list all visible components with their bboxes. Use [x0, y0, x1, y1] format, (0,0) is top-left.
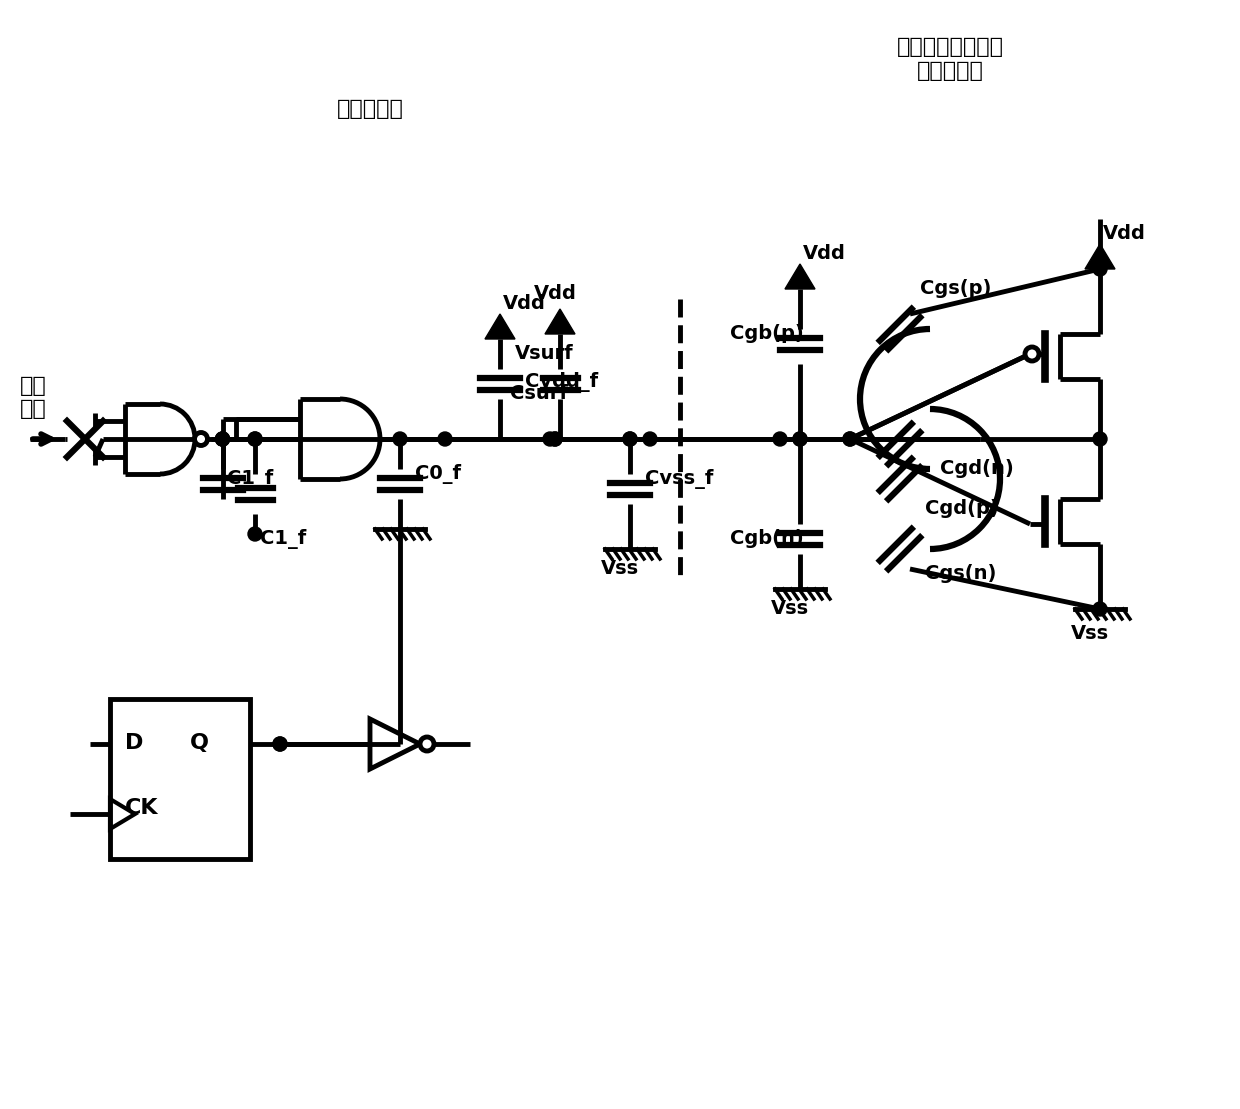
Text: Vdd: Vdd [533, 284, 577, 303]
Circle shape [622, 433, 637, 446]
Text: Cgb(p): Cgb(p) [730, 324, 804, 343]
Text: Vss: Vss [1071, 624, 1109, 643]
Circle shape [195, 433, 207, 446]
Text: D: D [125, 733, 144, 753]
Circle shape [794, 433, 807, 446]
Circle shape [216, 433, 229, 446]
Text: Vss: Vss [771, 599, 808, 618]
Text: Cgs(n): Cgs(n) [925, 564, 997, 583]
Bar [110, 699, 250, 859]
Text: Csurf: Csurf [510, 384, 568, 403]
Polygon shape [785, 264, 815, 289]
Polygon shape [485, 314, 515, 339]
Text: 全开
路点: 全开 路点 [20, 376, 47, 419]
Circle shape [248, 433, 262, 446]
Text: Cvss_f: Cvss_f [645, 469, 713, 489]
Text: Cvdd_f: Cvdd_f [525, 372, 598, 391]
Circle shape [548, 433, 562, 446]
Circle shape [273, 737, 286, 751]
Polygon shape [1085, 244, 1115, 269]
Circle shape [248, 433, 262, 446]
Circle shape [216, 433, 229, 446]
Circle shape [248, 527, 262, 541]
Text: CK: CK [125, 798, 159, 818]
Circle shape [1092, 262, 1107, 276]
Text: Vsurf: Vsurf [515, 344, 574, 363]
Text: Q: Q [190, 733, 210, 753]
Text: Vdd: Vdd [804, 244, 846, 263]
Text: 所驱动负载门电路
的内部电容: 所驱动负载门电路 的内部电容 [897, 38, 1003, 81]
Text: Cgd(p): Cgd(p) [925, 499, 998, 518]
Circle shape [438, 433, 453, 446]
Circle shape [794, 433, 807, 446]
Circle shape [393, 433, 407, 446]
Circle shape [843, 433, 857, 446]
Circle shape [543, 433, 557, 446]
Text: C0_f: C0_f [415, 464, 461, 484]
Circle shape [1092, 602, 1107, 615]
Circle shape [1092, 433, 1107, 446]
Text: Cgb(n): Cgb(n) [730, 529, 804, 548]
Circle shape [843, 433, 857, 446]
Text: Vdd: Vdd [1104, 224, 1146, 243]
Circle shape [216, 433, 229, 446]
Text: Cgs(p): Cgs(p) [920, 279, 991, 298]
Circle shape [622, 433, 637, 446]
Text: C1_f: C1_f [260, 529, 306, 549]
Text: Vss: Vss [601, 559, 639, 578]
Circle shape [420, 737, 434, 751]
Text: C1_f: C1_f [227, 469, 274, 489]
Text: Cgd(n): Cgd(n) [940, 459, 1014, 478]
Circle shape [644, 433, 657, 446]
Circle shape [773, 433, 787, 446]
Circle shape [1025, 347, 1039, 362]
Text: Vdd: Vdd [503, 294, 546, 313]
Polygon shape [546, 309, 575, 334]
Circle shape [548, 433, 562, 446]
Circle shape [273, 737, 286, 751]
Text: 互连线电容: 互连线电容 [336, 99, 403, 119]
